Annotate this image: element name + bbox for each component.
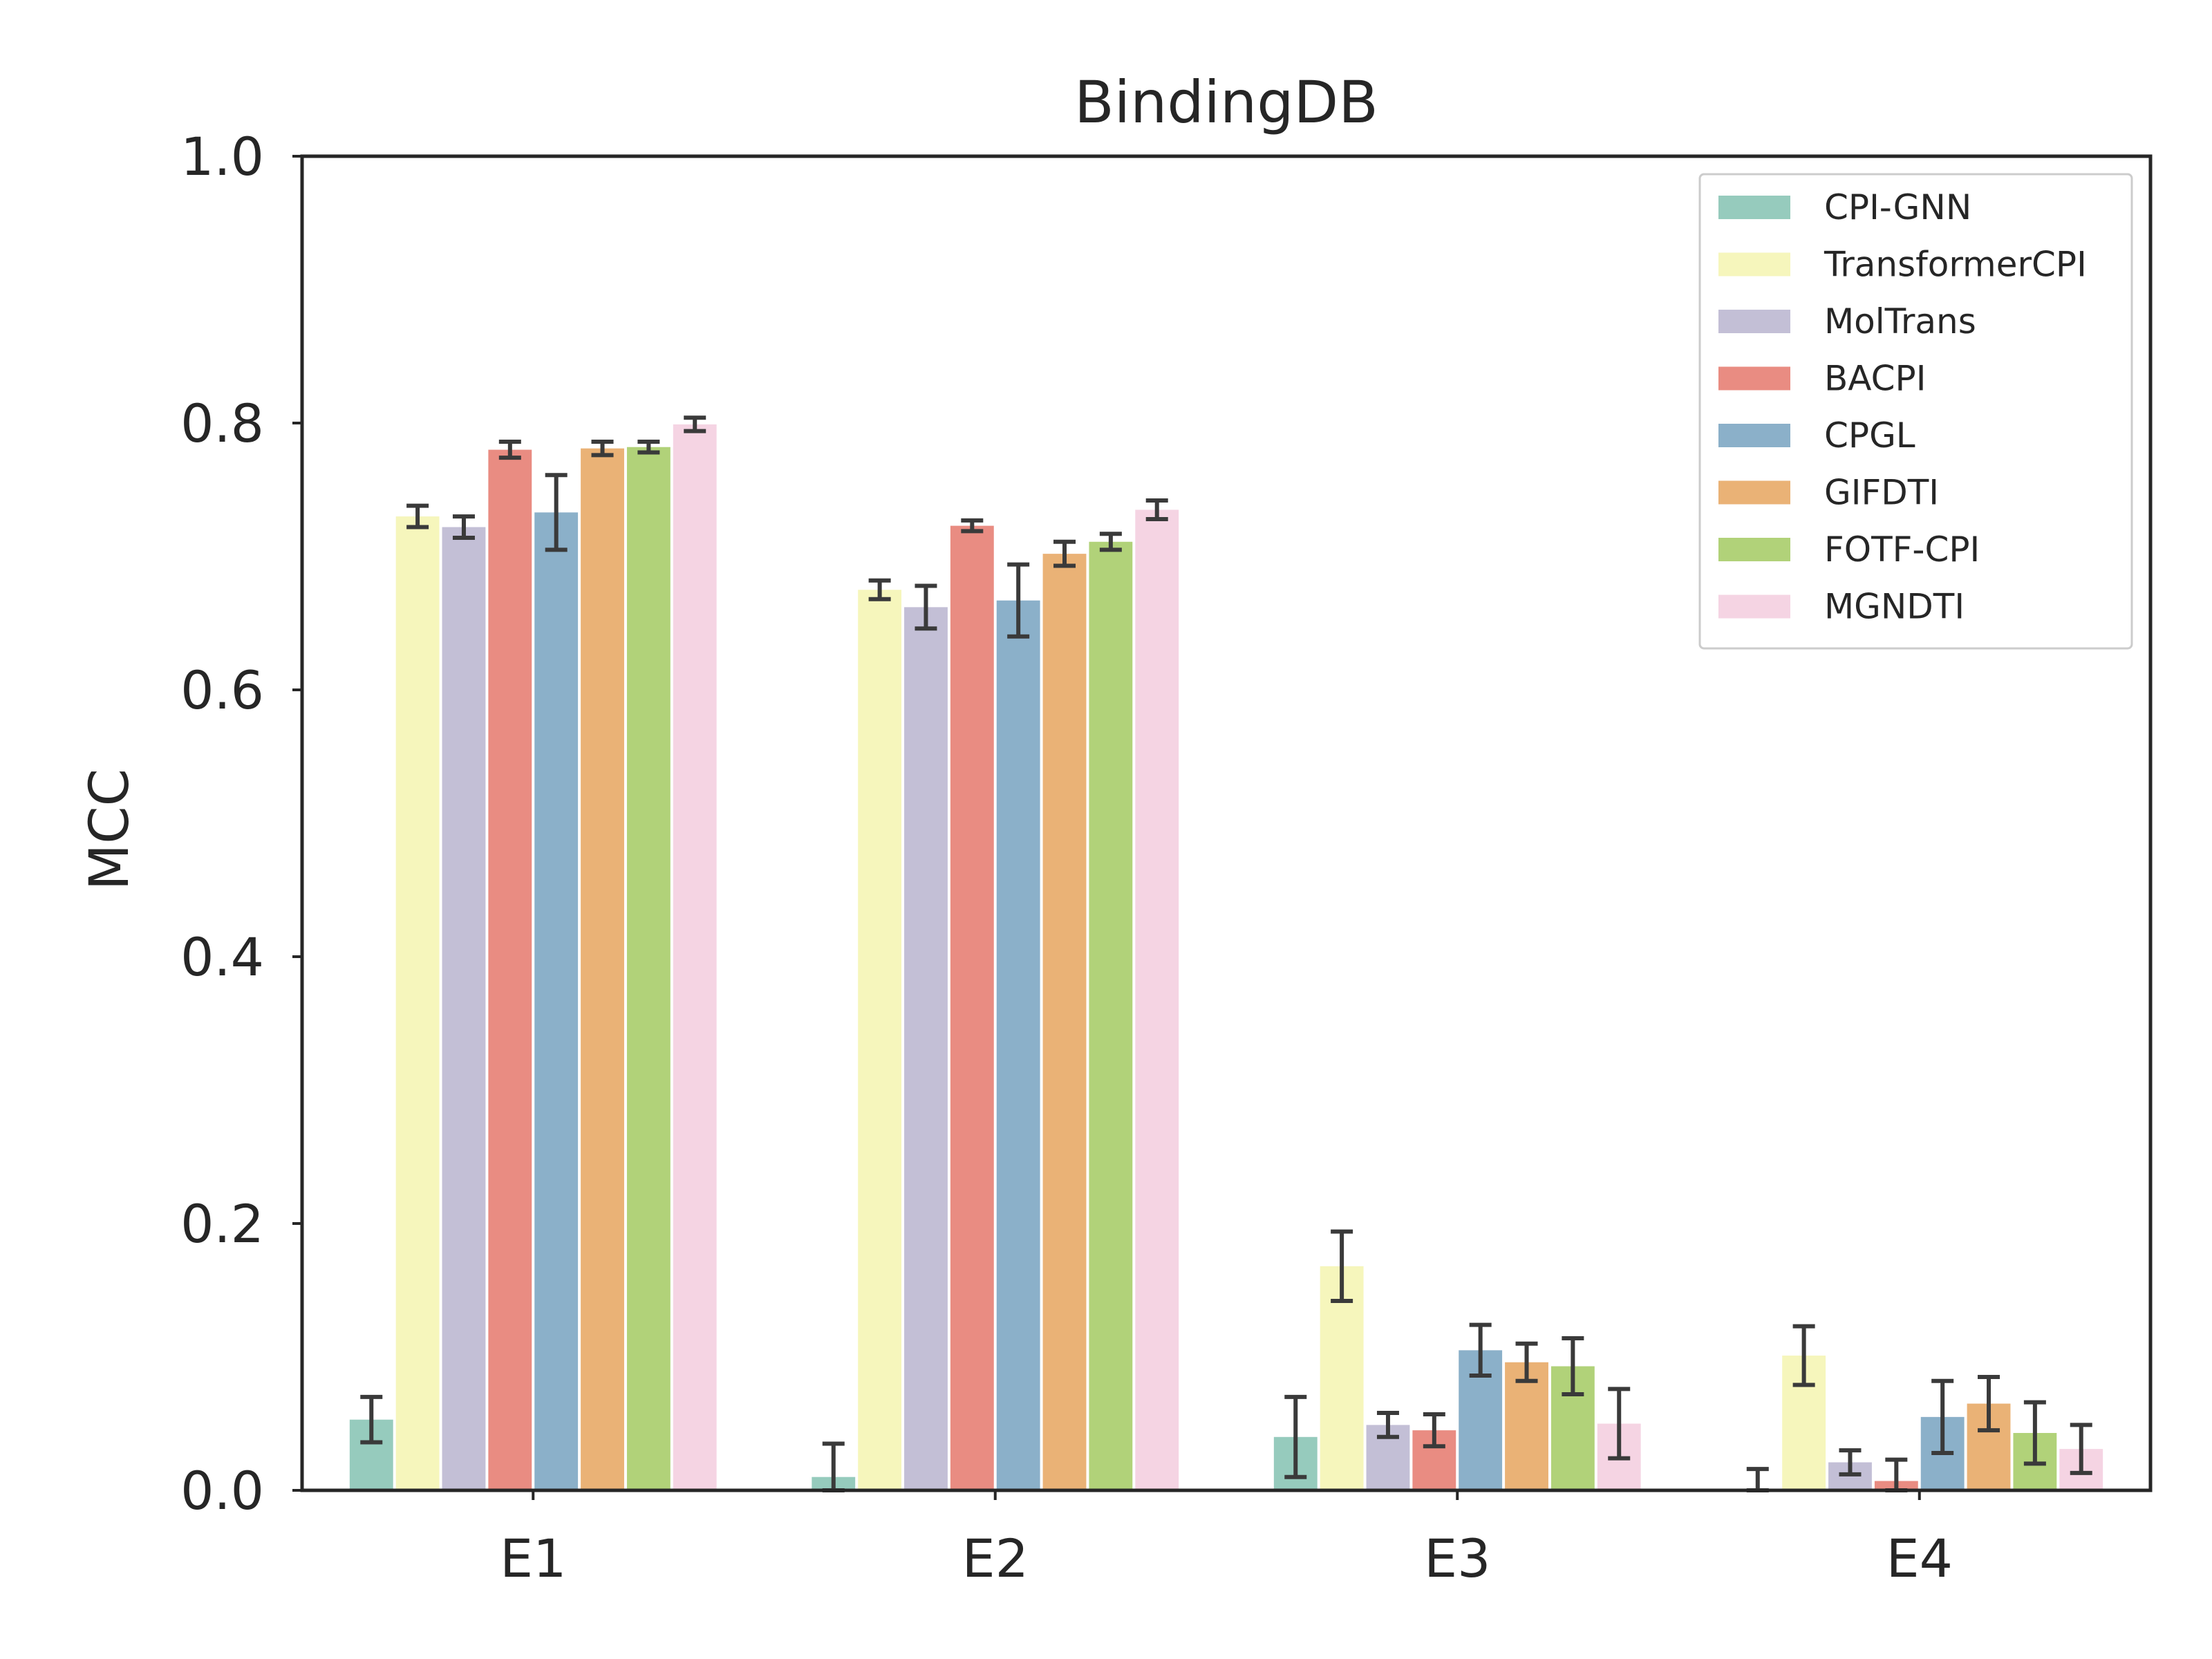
bar	[1042, 554, 1087, 1490]
y-tick-label: 0.6	[180, 659, 264, 721]
legend-label: MolTrans	[1824, 301, 1976, 341]
bar	[996, 600, 1040, 1491]
y-tick-label: 0.2	[180, 1193, 264, 1255]
bar	[534, 512, 579, 1490]
bar	[581, 448, 624, 1491]
y-tick-label: 1.0	[180, 126, 264, 187]
bar	[1505, 1362, 1548, 1490]
legend-label: TransformerCPI	[1824, 245, 2087, 285]
legend-label: FOTF-CPI	[1824, 529, 1980, 570]
chart-title: BindingDB	[1074, 68, 1378, 136]
x-tick-label: E3	[1424, 1528, 1490, 1589]
bar	[1135, 509, 1179, 1491]
y-tick-label: 0.8	[180, 393, 264, 454]
legend-swatch	[1718, 424, 1790, 447]
y-tick-label: 0.4	[180, 926, 264, 988]
legend: CPI-GNN TransformerCPI MolTrans BACPI CPGL GI…	[1698, 173, 2133, 650]
legend-swatch	[1718, 480, 1790, 505]
bar	[488, 449, 532, 1490]
legend-swatch	[1718, 252, 1790, 276]
y-ticks-layer: 0.0 0.2 0.4 0.6 0.8 1.0	[180, 126, 302, 1521]
bar	[626, 447, 671, 1490]
x-ticks-layer: E1 E2 E3 E4	[500, 1490, 1953, 1589]
legend-swatch	[1718, 538, 1790, 561]
legend-label: CPGL	[1824, 415, 1915, 456]
legend-label: CPI-GNN	[1824, 187, 1971, 227]
legend-swatch	[1718, 594, 1790, 619]
x-tick-label: E4	[1886, 1528, 1953, 1589]
bar	[442, 527, 486, 1490]
bar	[395, 516, 440, 1490]
bar	[858, 590, 902, 1490]
y-axis-label: MCC	[79, 769, 141, 890]
bar	[950, 525, 994, 1490]
x-tick-label: E1	[500, 1528, 566, 1589]
bar	[1320, 1266, 1364, 1490]
bars-layer	[349, 424, 2103, 1491]
bar	[673, 424, 717, 1491]
legend-swatch	[1718, 310, 1790, 333]
bar	[1089, 541, 1133, 1490]
x-tick-label: E2	[962, 1528, 1029, 1589]
plot-frame	[300, 154, 2153, 1492]
legend-swatch	[1718, 196, 1790, 219]
legend-label: MGNDTI	[1824, 587, 1965, 627]
legend-box	[1698, 173, 2133, 650]
legend-label: GIFDTI	[1824, 473, 1939, 513]
y-tick-label: 0.0	[180, 1460, 264, 1521]
legend-swatch	[1718, 366, 1790, 391]
bar	[904, 607, 948, 1490]
legend-label: BACPI	[1824, 359, 1926, 399]
